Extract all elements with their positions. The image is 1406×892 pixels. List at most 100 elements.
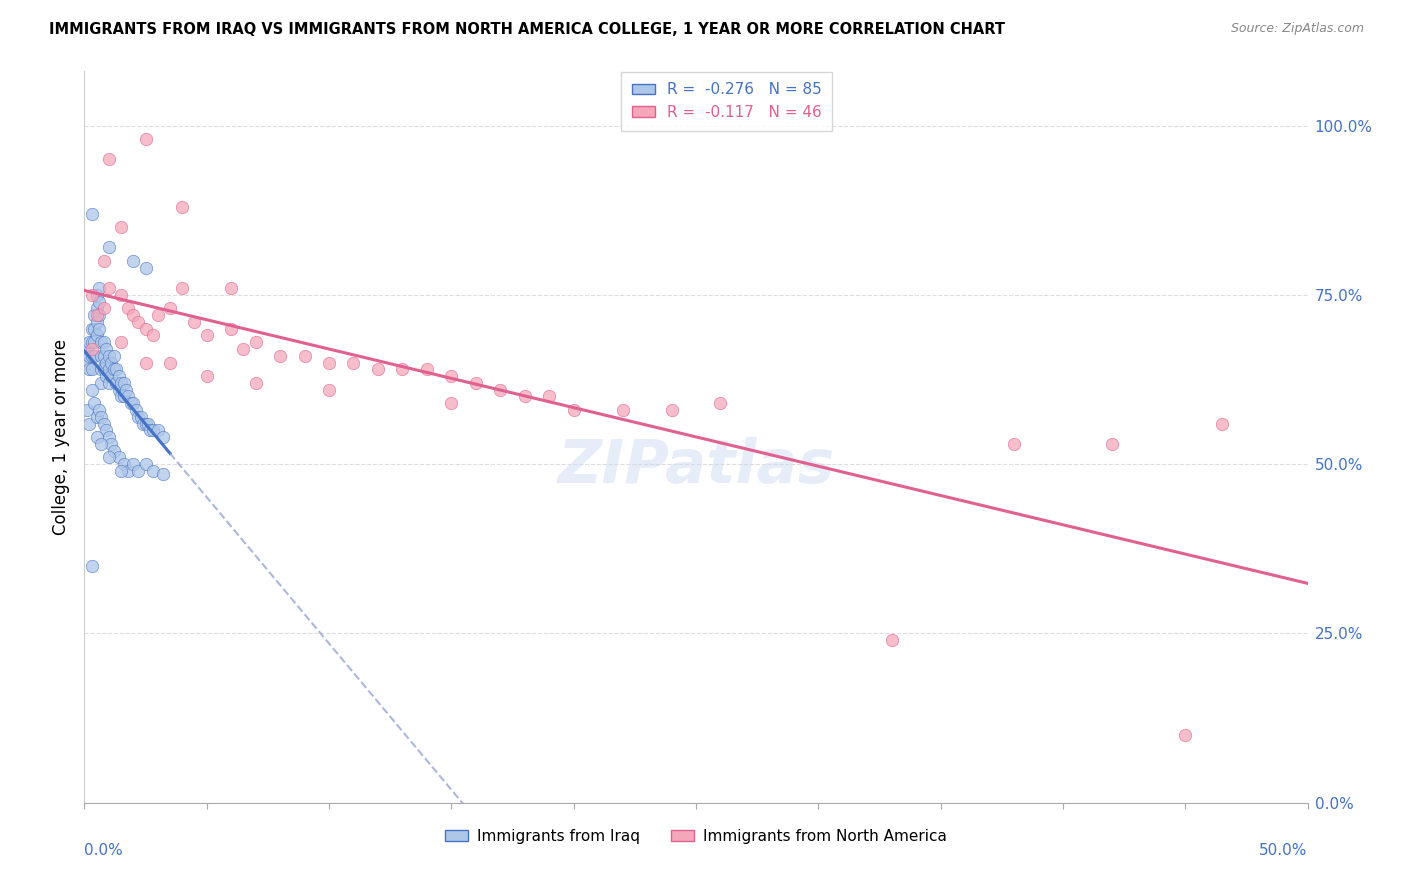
Point bbox=[122, 308, 145, 322]
Point bbox=[80, 335, 103, 350]
Point bbox=[107, 450, 129, 465]
Point bbox=[318, 355, 340, 369]
Text: IMMIGRANTS FROM IRAQ VS IMMIGRANTS FROM NORTH AMERICA COLLEGE, 1 YEAR OR MORE CO: IMMIGRANTS FROM IRAQ VS IMMIGRANTS FROM … bbox=[49, 22, 1005, 37]
Point bbox=[80, 349, 103, 363]
Point bbox=[76, 355, 98, 369]
Point bbox=[103, 362, 125, 376]
Point bbox=[342, 355, 364, 369]
Point bbox=[86, 301, 108, 316]
Point bbox=[83, 322, 105, 336]
Point bbox=[93, 335, 115, 350]
Point bbox=[489, 383, 512, 397]
Point bbox=[100, 369, 122, 384]
Point bbox=[1002, 437, 1025, 451]
Point bbox=[129, 409, 152, 424]
Point bbox=[97, 450, 120, 465]
Point bbox=[80, 288, 103, 302]
Point bbox=[110, 389, 132, 403]
Point bbox=[100, 437, 122, 451]
Point bbox=[87, 403, 110, 417]
Point bbox=[440, 369, 463, 384]
Point bbox=[538, 389, 561, 403]
Point bbox=[76, 403, 98, 417]
Point bbox=[159, 355, 181, 369]
Point bbox=[83, 308, 105, 322]
Point bbox=[146, 308, 169, 322]
Point bbox=[110, 376, 132, 390]
Point bbox=[96, 342, 118, 356]
Point bbox=[120, 396, 142, 410]
Point bbox=[96, 423, 118, 437]
Point bbox=[107, 369, 129, 384]
Point bbox=[219, 322, 242, 336]
Point bbox=[90, 376, 112, 390]
Point bbox=[152, 467, 174, 482]
Point bbox=[391, 362, 413, 376]
Point bbox=[135, 457, 157, 471]
Point bbox=[77, 362, 100, 376]
Point bbox=[110, 220, 132, 235]
Point bbox=[103, 349, 125, 363]
Point bbox=[127, 409, 149, 424]
Point bbox=[135, 355, 157, 369]
Point bbox=[93, 362, 115, 376]
Point bbox=[97, 281, 120, 295]
Point bbox=[142, 464, 165, 478]
Point bbox=[612, 403, 634, 417]
Point bbox=[80, 206, 103, 220]
Point bbox=[245, 335, 267, 350]
Point bbox=[86, 430, 108, 444]
Point bbox=[93, 349, 115, 363]
Point bbox=[97, 430, 120, 444]
Point bbox=[219, 281, 242, 295]
Point bbox=[80, 558, 103, 573]
Point bbox=[136, 417, 159, 431]
Point bbox=[661, 403, 683, 417]
Point bbox=[96, 355, 118, 369]
Point bbox=[110, 335, 132, 350]
Point bbox=[146, 423, 169, 437]
Point bbox=[86, 315, 108, 329]
Point bbox=[105, 376, 128, 390]
Point bbox=[416, 362, 439, 376]
Point bbox=[86, 409, 108, 424]
Point bbox=[86, 308, 108, 322]
Point bbox=[87, 322, 110, 336]
Point bbox=[139, 423, 162, 437]
Point bbox=[159, 301, 181, 316]
Text: ZIPatlas: ZIPatlas bbox=[557, 437, 835, 496]
Point bbox=[132, 417, 155, 431]
Point bbox=[103, 443, 125, 458]
Point bbox=[232, 342, 254, 356]
Point bbox=[83, 335, 105, 350]
Point bbox=[93, 301, 115, 316]
Point bbox=[80, 342, 103, 356]
Point bbox=[90, 349, 112, 363]
Point bbox=[80, 322, 103, 336]
Point bbox=[294, 349, 316, 363]
Point bbox=[107, 383, 129, 397]
Point bbox=[195, 328, 218, 343]
Point bbox=[97, 376, 120, 390]
Point bbox=[172, 281, 194, 295]
Point bbox=[117, 389, 139, 403]
Point bbox=[135, 417, 157, 431]
Point bbox=[97, 362, 120, 376]
Point bbox=[135, 260, 157, 275]
Point bbox=[86, 288, 108, 302]
Point bbox=[80, 362, 103, 376]
Point bbox=[96, 369, 118, 384]
Point bbox=[97, 349, 120, 363]
Point bbox=[318, 383, 340, 397]
Point bbox=[83, 396, 105, 410]
Text: 0.0%: 0.0% bbox=[84, 843, 124, 858]
Point bbox=[122, 254, 145, 268]
Text: 50.0%: 50.0% bbox=[1260, 843, 1308, 858]
Text: Source: ZipAtlas.com: Source: ZipAtlas.com bbox=[1230, 22, 1364, 36]
Point bbox=[183, 315, 205, 329]
Point bbox=[127, 315, 149, 329]
Point bbox=[93, 417, 115, 431]
Point bbox=[562, 403, 585, 417]
Point bbox=[90, 335, 112, 350]
Legend: Immigrants from Iraq, Immigrants from North America: Immigrants from Iraq, Immigrants from No… bbox=[439, 822, 953, 850]
